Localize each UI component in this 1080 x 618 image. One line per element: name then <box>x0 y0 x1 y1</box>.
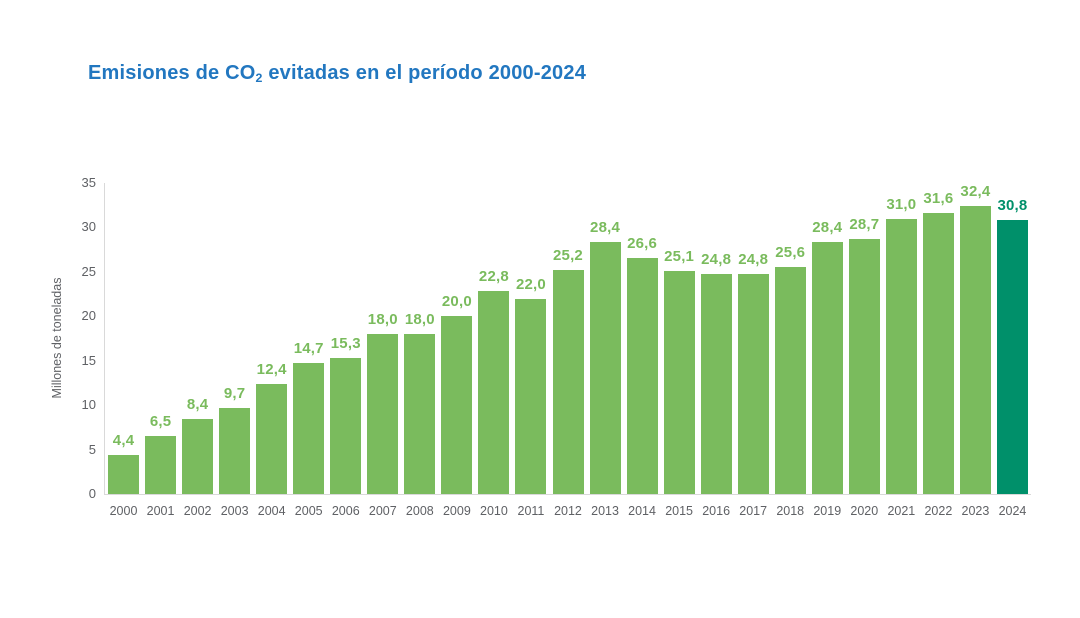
x-tick-label-2001: 2001 <box>146 504 175 518</box>
bar-2009 <box>441 316 473 494</box>
y-tick-label-25: 25 <box>81 263 96 279</box>
x-tick-label-2004: 2004 <box>257 504 286 518</box>
bar-2015 <box>663 271 695 494</box>
bar-2007 <box>367 334 399 494</box>
bar-value-label-2017: 24,8 <box>738 251 769 268</box>
x-tick-label-2009: 2009 <box>442 504 471 518</box>
bar-2014 <box>626 258 658 494</box>
bar-value-label-2016: 24,8 <box>701 251 732 268</box>
bar-2010 <box>478 291 510 494</box>
x-tick-label-2006: 2006 <box>331 504 360 518</box>
bar-value-label-2003: 9,7 <box>223 385 246 402</box>
bar-value-label-2024: 30,8 <box>997 197 1028 214</box>
bar-2003 <box>219 408 251 494</box>
bar-value-label-2023: 32,4 <box>960 183 991 200</box>
bar-2008 <box>404 334 436 494</box>
x-tick-label-2019: 2019 <box>813 504 842 518</box>
x-tick-label-2005: 2005 <box>294 504 323 518</box>
bar-value-label-2021: 31,0 <box>886 196 917 213</box>
bar-value-label-2011: 22,0 <box>515 276 546 293</box>
bar-2005 <box>293 363 325 494</box>
page-title: Emisiones de CO2 evitadas en el período … <box>88 62 586 85</box>
x-tick-label-2014: 2014 <box>628 504 656 518</box>
bar-value-label-2022: 31,6 <box>923 190 954 207</box>
bar-value-label-2018: 25,6 <box>775 244 806 261</box>
x-tick-label-2020: 2020 <box>850 504 879 518</box>
bar-2020 <box>848 239 880 494</box>
bar-2016 <box>700 274 732 494</box>
y-tick-label-30: 30 <box>81 219 96 235</box>
bar-2018 <box>774 267 806 494</box>
bar-value-label-2004: 12,4 <box>256 361 287 378</box>
bar-value-label-2019: 28,4 <box>812 219 843 236</box>
bar-2022 <box>922 213 954 494</box>
bar-2013 <box>589 242 621 494</box>
bar-value-label-2002: 8,4 <box>186 396 209 413</box>
bar-value-label-2015: 25,1 <box>664 248 695 265</box>
bar-value-label-2020: 28,7 <box>849 216 880 233</box>
y-tick-label-5: 5 <box>88 441 96 457</box>
bar-2004 <box>256 384 288 494</box>
bar-value-label-2000: 4,4 <box>112 432 135 449</box>
plot-area: 0 5 10 15 20 25 30 35 4,4 2000 6,5 2001 8,4 2002 9,7 20… <box>82 175 1031 518</box>
y-tick-label-0: 0 <box>88 486 96 501</box>
y-tick-label-35: 35 <box>81 175 96 190</box>
y-tick-label-15: 15 <box>81 352 96 368</box>
x-tick-label-2010: 2010 <box>480 504 508 518</box>
x-tick-label-2015: 2015 <box>665 504 694 518</box>
bar-value-label-2001: 6,5 <box>149 413 172 430</box>
x-tick-label-2022: 2022 <box>924 504 953 518</box>
x-tick-label-2002: 2002 <box>183 504 212 518</box>
page-title-subscript: 2 <box>255 71 263 86</box>
x-tick-label-2016: 2016 <box>702 504 731 518</box>
bar-value-label-2012: 25,2 <box>552 247 583 264</box>
page-title-suffix: evitadas en el período 2000-2024 <box>262 62 587 84</box>
x-tick-label-2008: 2008 <box>405 504 434 518</box>
bar-2001 <box>145 436 177 494</box>
bar-2002 <box>182 419 214 494</box>
page-title-prefix: Emisiones de CO <box>88 62 256 84</box>
bar-2000 <box>108 455 140 494</box>
y-tick-label-20: 20 <box>81 308 96 324</box>
x-tick-label-2000: 2000 <box>109 504 138 518</box>
bar-value-label-2014: 26,6 <box>627 235 658 252</box>
x-tick-label-2024: 2024 <box>998 504 1027 518</box>
bar-2023 <box>959 206 991 494</box>
bar-2019 <box>811 242 843 494</box>
bar-value-label-2013: 28,4 <box>590 219 621 236</box>
x-tick-label-2023: 2023 <box>961 504 990 518</box>
bar-2012 <box>552 270 584 494</box>
x-tick-label-2013: 2013 <box>591 504 619 518</box>
bar-2024 <box>996 220 1028 494</box>
x-tick-label-2011: 2011 <box>517 504 545 518</box>
bar-2017 <box>737 274 769 494</box>
y-tick-label-10: 10 <box>81 397 96 413</box>
bar-2006 <box>330 358 362 494</box>
bar-value-label-2010: 22,8 <box>478 268 509 285</box>
bar-value-label-2005: 14,7 <box>293 340 324 357</box>
bar-value-label-2006: 15,3 <box>330 335 361 352</box>
x-tick-label-2007: 2007 <box>368 504 397 518</box>
x-tick-label-2012: 2012 <box>554 504 582 518</box>
bar-value-label-2007: 18,0 <box>367 311 398 328</box>
bar-value-label-2009: 20,0 <box>441 293 472 310</box>
x-tick-label-2018: 2018 <box>776 504 805 518</box>
bar-2021 <box>885 219 917 494</box>
bar-2011 <box>515 299 547 494</box>
x-tick-label-2021: 2021 <box>887 504 916 518</box>
bar-value-label-2008: 18,0 <box>404 311 435 328</box>
x-tick-label-2003: 2003 <box>220 504 249 518</box>
y-axis-title: Millones de toneladas <box>50 277 64 399</box>
x-tick-label-2017: 2017 <box>739 504 768 518</box>
